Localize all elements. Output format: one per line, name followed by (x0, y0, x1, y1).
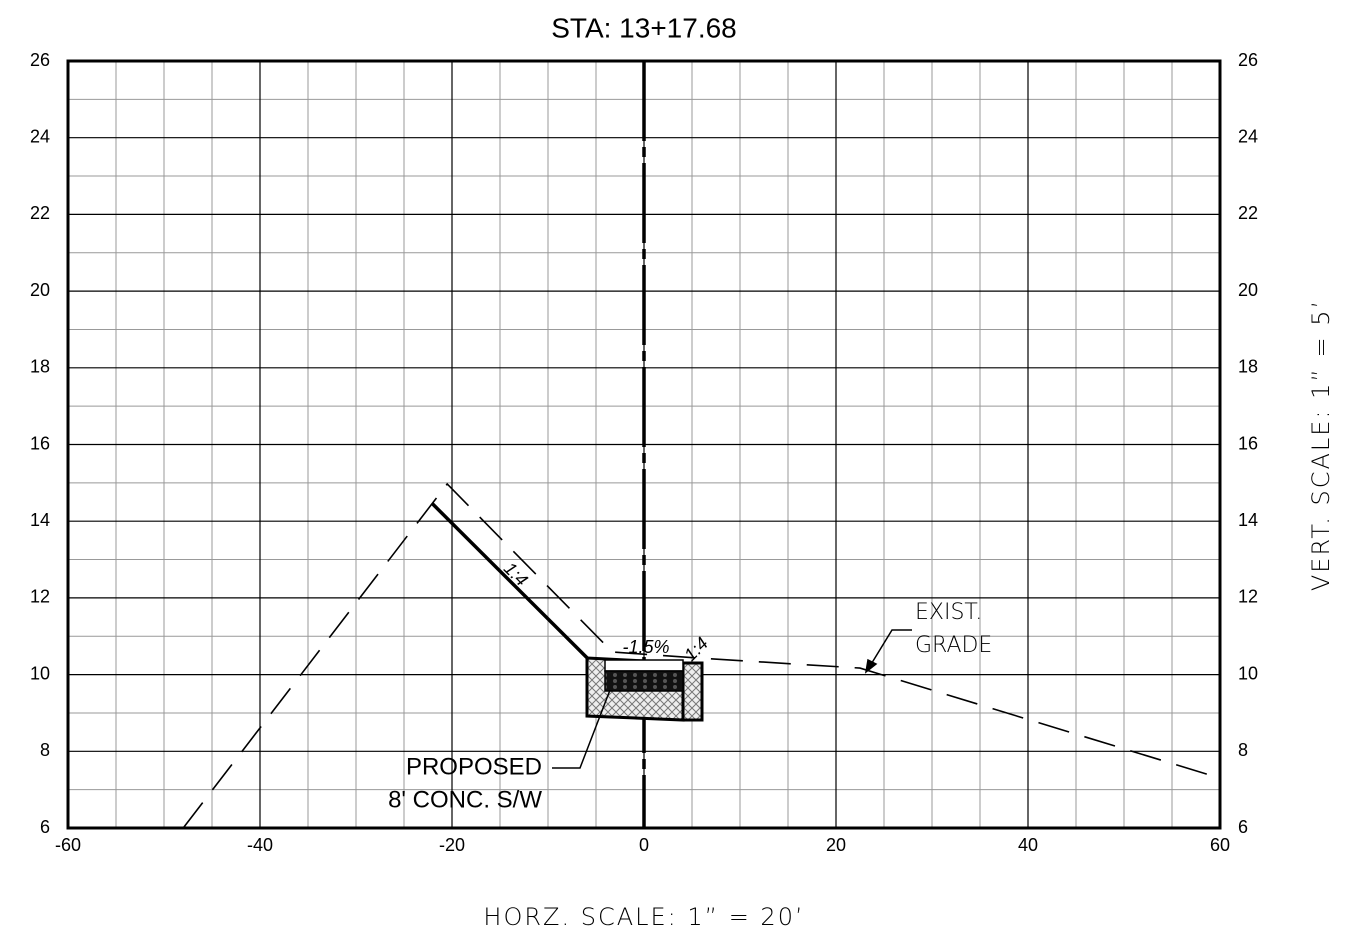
x-tick-label: 0 (639, 835, 649, 855)
x-tick-label: 60 (1210, 835, 1230, 855)
y-tick-label: 26 (30, 50, 50, 70)
y2-tick-label: 10 (1238, 663, 1258, 683)
y-tick-label: 22 (30, 203, 50, 223)
x-tick-label: 20 (826, 835, 846, 855)
sidewalk (585, 656, 704, 722)
marks (182, 482, 1221, 829)
series-line (430, 501, 589, 660)
y-tick-label: 12 (30, 587, 50, 607)
slope-label: 1:4 (680, 633, 712, 665)
annotation: GRADE (915, 633, 992, 658)
series-line (182, 482, 1221, 829)
y-label: VERT. SCALE: 1” = 5’ (1307, 299, 1335, 591)
x-tick-label: 40 (1018, 835, 1038, 855)
title: STA: 13+17.68 (551, 12, 737, 43)
x-tick-label: -40 (247, 835, 273, 855)
y-tick-label: 10 (30, 663, 50, 683)
annotation: 8' CONC. S/W (388, 786, 542, 813)
grid (66, 59, 1222, 830)
y2-tick-label: 8 (1238, 740, 1248, 760)
y-tick-label: 20 (30, 280, 50, 300)
annotation: EXIST. (915, 600, 982, 625)
leaders (552, 629, 912, 769)
annotation: PROPOSED (406, 753, 542, 780)
x-tick-label: -60 (55, 835, 81, 855)
y-tick-label: 24 (30, 126, 50, 146)
y2-tick-label: 26 (1238, 50, 1258, 70)
y-tick-label: 8 (40, 740, 50, 760)
y2-tick-label: 20 (1238, 280, 1258, 300)
slope-label: -1.5% (622, 637, 669, 657)
y-tick-label: 6 (40, 817, 50, 837)
y2-tick-label: 14 (1238, 510, 1258, 530)
slope-label: 1:4 (500, 558, 532, 590)
y-tick-label: 14 (30, 510, 50, 530)
x-tick-label: -20 (439, 835, 465, 855)
y2-tick-label: 22 (1238, 203, 1258, 223)
y2-tick-label: 16 (1238, 433, 1258, 453)
x-label: HORZ. SCALE: 1” = 20’ (483, 903, 804, 931)
y-tick-label: 18 (30, 357, 50, 377)
y2-tick-label: 18 (1238, 357, 1258, 377)
y2-tick-label: 6 (1238, 817, 1248, 837)
y-tick-label: 16 (30, 433, 50, 453)
y2-tick-label: 12 (1238, 587, 1258, 607)
y2-tick-label: 24 (1238, 126, 1258, 146)
